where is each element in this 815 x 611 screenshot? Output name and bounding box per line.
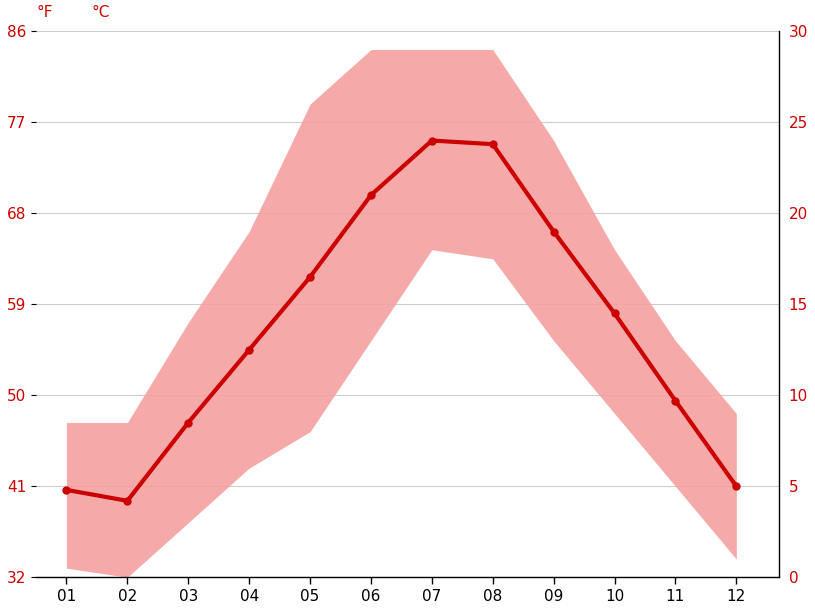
Text: °C: °C [92,5,110,20]
Text: °F: °F [36,5,52,20]
